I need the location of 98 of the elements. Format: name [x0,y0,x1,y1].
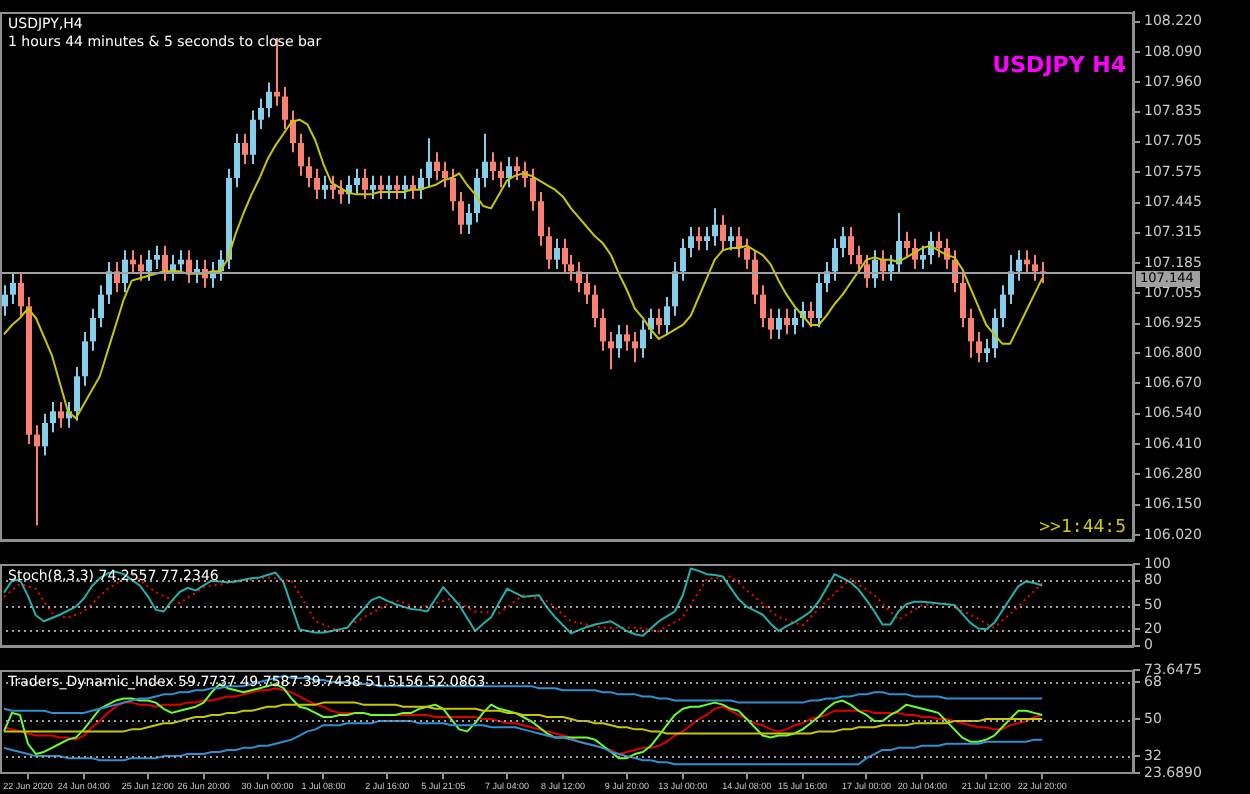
candlestick [632,330,638,364]
candlestick [680,237,686,282]
candlestick [832,237,838,282]
candlestick [530,167,536,212]
candlestick [640,319,646,359]
candlestick [386,174,392,201]
candlestick [82,330,88,387]
candlestick [624,323,630,352]
candlestick [362,167,368,201]
candlestick [656,307,662,336]
annotation: >>1:44:5 [1039,517,1126,538]
candlestick [2,284,8,317]
candlestick [768,307,774,340]
candlestick [498,160,504,189]
candlestick [728,226,734,252]
candlestick [720,214,726,252]
candlestick [752,249,758,305]
candlestick [608,330,614,371]
candlestick [554,237,560,270]
candlestick [42,412,48,457]
candlestick [816,272,822,329]
candlestick [10,272,16,305]
candlestick [330,174,336,201]
candlestick [354,167,360,196]
candlestick [482,132,488,189]
candlestick [34,424,40,527]
candlestick [450,167,456,212]
candlestick [426,137,432,189]
candlestick [616,323,622,359]
candlestick [538,191,544,247]
candlestick [98,284,104,329]
candlestick [696,226,702,252]
candlestick [282,86,288,131]
candlestick [258,97,264,131]
candlestick [784,307,790,336]
candlestick [1016,249,1022,282]
candlestick [848,226,854,266]
candlestick [442,160,448,189]
candlestick [592,284,598,329]
candlestick [298,132,304,177]
candlestick [306,156,312,189]
candlestick [744,237,750,270]
candlestick [322,174,328,201]
candlestick [736,226,742,259]
candlestick [776,307,782,340]
candlestick [314,167,320,201]
candlestick [960,272,966,329]
candlestick [514,156,520,182]
candlestick [266,81,272,119]
candlestick [58,400,64,429]
candlestick [562,237,568,275]
candlestick [434,151,440,182]
candlestick [856,244,862,275]
candlestick [976,330,982,364]
candlestick [1008,254,1014,305]
candlestick [600,307,606,352]
candlestick [474,167,480,224]
annotation: USDJPY H4 [992,52,1127,79]
candlestick [712,207,718,247]
candlestick [968,307,974,359]
candlestick [760,284,766,329]
candlestick [250,109,256,166]
candlestick [138,254,144,282]
candlestick [122,249,128,294]
candlestick [378,174,384,201]
candlestick [154,244,160,270]
candlestick [90,307,96,352]
candlestick [490,151,496,182]
candlestick [704,226,710,252]
candlestick [106,261,112,305]
candlestick [546,226,552,270]
candlestick [688,226,694,259]
candlestick [904,230,910,259]
candlestick [162,244,168,282]
candlestick [506,156,512,189]
candlestick [1000,284,1006,329]
candlestick [50,400,56,434]
candlestick [234,132,240,189]
candlestick [18,272,24,317]
candlestick [840,226,846,259]
candlestick [936,230,942,259]
candlestick [402,174,408,201]
candlestick [74,365,80,422]
candlestick [792,307,798,336]
candlestick [672,261,678,317]
candlestick [920,244,926,270]
candlestick [584,272,590,305]
candlestick [146,249,152,282]
candlestick [808,300,814,329]
candlestick [466,202,472,236]
candlestick [984,337,990,364]
candlestick [1032,254,1038,282]
candlestick [664,296,670,336]
candlestick [242,132,248,166]
candlestick [458,191,464,236]
candlestick [394,174,400,201]
candlestick [888,254,894,282]
candlestick [370,174,376,201]
